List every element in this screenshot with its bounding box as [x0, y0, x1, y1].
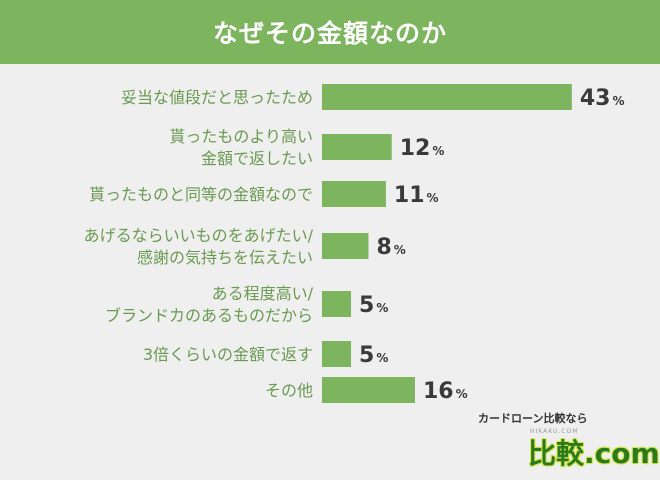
- value-label-3: 8%: [376, 235, 405, 260]
- logo-tagline: カードローン比較なら: [478, 412, 588, 425]
- value-unit-5: %: [376, 351, 388, 365]
- bar-1: [322, 134, 392, 160]
- category-label-4-1: ブランドカのあるものだから: [105, 306, 313, 325]
- category-label-4-0: ある程度高い/: [212, 284, 314, 303]
- chart-title: なぜその金額なのか: [212, 19, 447, 48]
- value-unit-4: %: [376, 301, 388, 315]
- category-label-1-1: 金額で返したい: [201, 149, 313, 168]
- category-label-6-0: その他: [265, 381, 313, 400]
- bar-4: [322, 291, 352, 317]
- category-label-2-0: 貰ったものと同等の金額なので: [89, 185, 313, 204]
- value-unit-2: %: [427, 191, 439, 205]
- bar-5: [322, 341, 352, 367]
- value-label-1: 12%: [400, 136, 445, 161]
- value-unit-6: %: [456, 387, 468, 401]
- value-label-4: 5%: [359, 293, 388, 318]
- bar-0: [322, 84, 572, 110]
- value-unit-3: %: [394, 243, 406, 257]
- value-unit-1: %: [432, 144, 444, 158]
- bar-6: [322, 377, 415, 403]
- value-label-0: 43%: [580, 86, 625, 111]
- category-label-3-1: 感謝の気持ちを伝えたい: [137, 248, 313, 267]
- bar-2: [322, 181, 386, 207]
- value-unit-0: %: [612, 94, 624, 108]
- logo-wordmark: 比較.com: [528, 437, 660, 470]
- logo-subtext: HIKAKU.COM: [530, 428, 579, 435]
- value-label-5: 5%: [359, 343, 388, 368]
- brand-logo: カードローン比較なら HIKAKU.COM 比較.com: [478, 410, 660, 472]
- value-label-6: 16%: [423, 379, 468, 404]
- bar-3: [322, 233, 369, 259]
- category-label-3-0: あげるならいいものをあげたい/: [84, 226, 314, 245]
- category-label-1-0: 貰ったものより高い: [169, 127, 313, 146]
- chart-header: なぜその金額なのか: [0, 0, 660, 64]
- value-label-2: 11%: [394, 183, 439, 208]
- category-label-5-0: 3倍くらいの金額で返す: [143, 345, 313, 364]
- category-label-0-0: 妥当な値段だと思ったため: [121, 88, 313, 107]
